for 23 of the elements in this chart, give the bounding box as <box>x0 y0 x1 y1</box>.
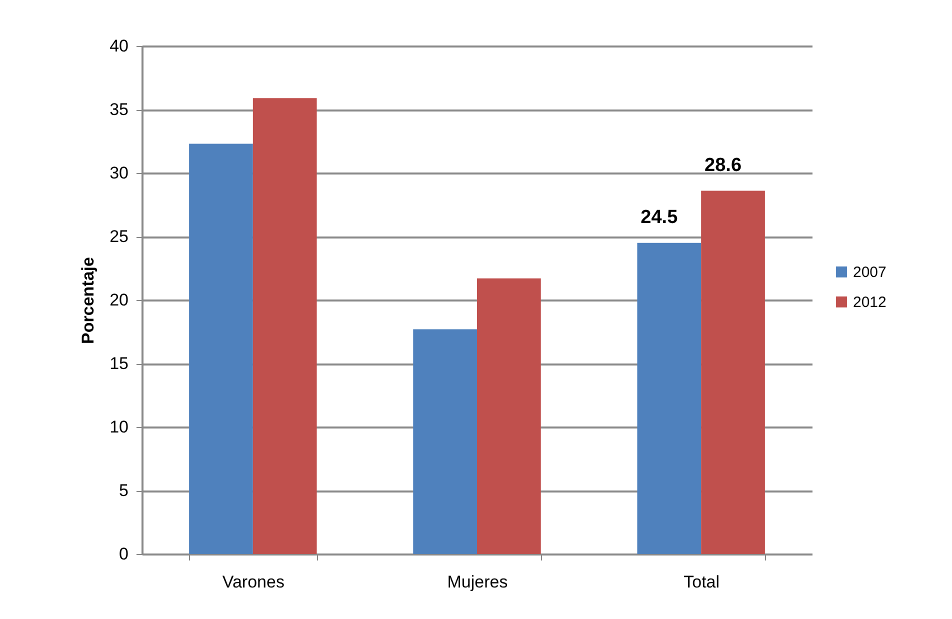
bar <box>477 278 541 554</box>
y-tick-label: 0 <box>119 544 128 564</box>
bar <box>252 98 317 554</box>
bar <box>413 329 477 554</box>
y-tick-label: 40 <box>110 36 128 56</box>
y-tick-label: 25 <box>110 227 128 246</box>
y-tick-label: 10 <box>110 418 128 436</box>
data-label: 24.5 <box>640 206 678 228</box>
y-axis-title: Porcentaje <box>78 257 98 344</box>
legend-label: 2012 <box>853 294 886 311</box>
legend-label: 2007 <box>853 264 886 281</box>
y-tick-label: 30 <box>110 164 128 182</box>
bar <box>701 190 765 554</box>
bar <box>637 242 702 554</box>
x-tick-label: Mujeres <box>447 572 508 592</box>
x-tick-label: Total <box>684 572 720 592</box>
x-tick-label: Varones <box>222 572 284 592</box>
y-tick-label: 15 <box>110 354 128 373</box>
data-label: 28.6 <box>704 154 742 176</box>
bar <box>189 144 253 554</box>
y-tick-label: 35 <box>110 100 128 119</box>
y-tick-label: 20 <box>110 290 128 310</box>
y-tick-label: 5 <box>119 481 128 500</box>
